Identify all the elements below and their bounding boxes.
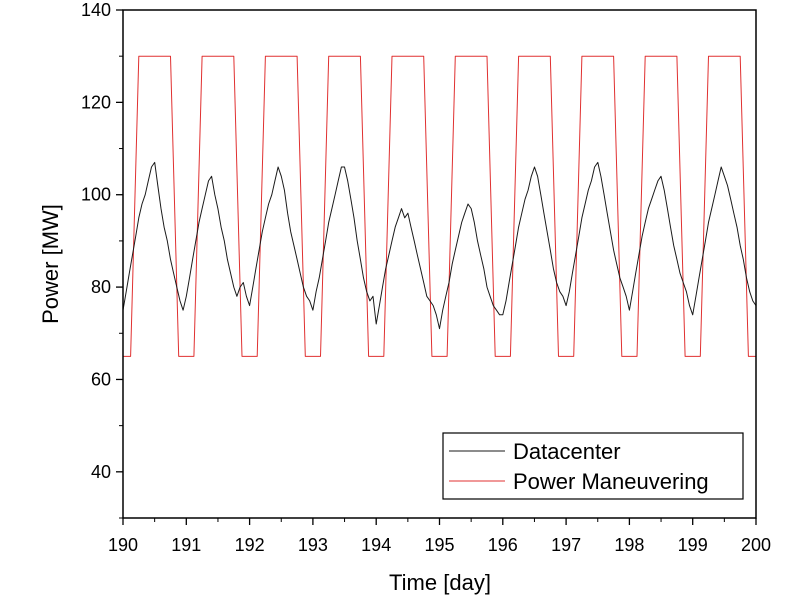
series-layer: [123, 55, 756, 357]
x-tick-label: 191: [171, 535, 201, 555]
x-tick-label: 192: [235, 535, 265, 555]
series-line-power-maneuvering: [123, 55, 756, 357]
y-tick-label: 60: [91, 369, 111, 389]
x-tick-label: 193: [298, 535, 328, 555]
x-axis: 190 191 192 193 194 195 196 197 198 199 200: [108, 518, 771, 555]
y-tick-label: 100: [81, 185, 111, 205]
y-tick-label: 80: [91, 277, 111, 297]
x-tick-label: 199: [678, 535, 708, 555]
x-tick-label: 195: [424, 535, 454, 555]
legend: Datacenter Power Maneuvering: [442, 432, 744, 500]
y-axis-title: Power [MW]: [38, 204, 63, 324]
x-tick-label: 190: [108, 535, 138, 555]
legend-box: [442, 432, 744, 500]
y-axis: 40 60 80 100 120 140: [81, 0, 123, 519]
x-tick-label: 200: [741, 535, 771, 555]
x-axis-title: Time [day]: [389, 570, 491, 595]
series-line-datacenter: [123, 161, 756, 330]
y-tick-label: 40: [91, 462, 111, 482]
x-tick-label: 198: [614, 535, 644, 555]
x-tick-label: 194: [361, 535, 391, 555]
y-tick-label: 120: [81, 92, 111, 112]
legend-label-power-maneuvering: Power Maneuvering: [513, 469, 709, 494]
x-tick-label: 197: [551, 535, 581, 555]
y-tick-label: 140: [81, 0, 111, 20]
x-tick-label: 196: [488, 535, 518, 555]
legend-label-datacenter: Datacenter: [513, 439, 621, 464]
